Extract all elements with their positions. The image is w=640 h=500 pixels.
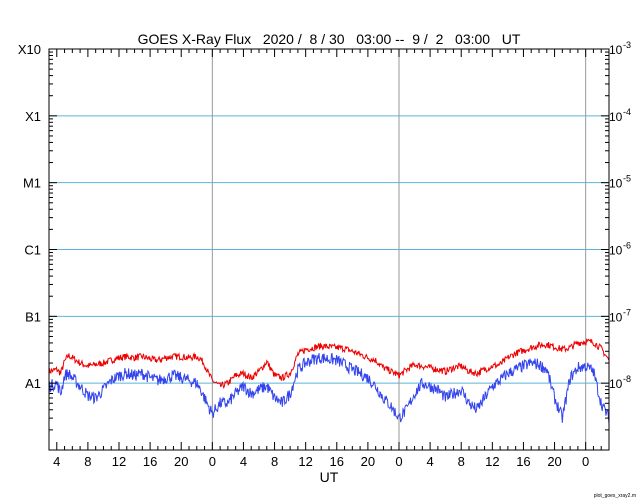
y-tick-label-right-exponent: -5 xyxy=(623,174,631,184)
x-tick-label: 0 xyxy=(395,454,402,469)
x-tick-label: 4 xyxy=(426,454,433,469)
y-tick-label-left: X1 xyxy=(25,109,41,124)
y-tick-label-right: 10 xyxy=(609,110,623,124)
footer-credit: plot_goes_xray2.m xyxy=(594,493,636,499)
x-tick-label: 0 xyxy=(582,454,589,469)
y-tick-label-right: 10 xyxy=(609,43,623,57)
y-tick-label-right: 10 xyxy=(609,310,623,324)
y-tick-label-left: A1 xyxy=(25,376,41,391)
tick-layer xyxy=(48,49,610,451)
y-tick-label-right-exponent: -8 xyxy=(623,374,631,384)
y-tick-label-right-exponent: -3 xyxy=(623,40,631,50)
x-tick-label: 8 xyxy=(458,454,465,469)
y-tick-label-left: X10 xyxy=(18,42,41,57)
x-tick-label: 16 xyxy=(143,454,157,469)
x-tick-label: 12 xyxy=(485,454,499,469)
x-axis-label: UT xyxy=(320,469,339,485)
chart-title: GOES X-Ray Flux 2020 / 8 / 30 03:00 -- 9… xyxy=(138,31,521,47)
y-tick-label-right: 10 xyxy=(609,177,623,191)
x-tick-label: 0 xyxy=(209,454,216,469)
y-tick-label-right: 10 xyxy=(609,244,623,258)
x-tick-label: 8 xyxy=(84,454,91,469)
grid-layer xyxy=(49,49,609,450)
y-tick-label-right-exponent: -6 xyxy=(623,241,631,251)
x-tick-label: 16 xyxy=(330,454,344,469)
label-layer: 4 8 12 16 20 0 4 8 12 16 20 0 4 8 12 16 20 0 A1 B1 C1 M1 X1 X10… xyxy=(18,40,631,469)
y-tick-label-right: 10 xyxy=(609,377,623,391)
x-tick-label: 4 xyxy=(240,454,247,469)
x-tick-label: 4 xyxy=(53,454,60,469)
y-tick-label-left: M1 xyxy=(23,176,41,191)
x-tick-label: 12 xyxy=(298,454,312,469)
y-tick-label-left: C1 xyxy=(24,243,41,258)
y-tick-label-left: B1 xyxy=(25,309,41,324)
x-tick-label: 8 xyxy=(271,454,278,469)
y-tick-label-right-exponent: -4 xyxy=(623,107,631,117)
series-layer xyxy=(48,337,610,424)
x-tick-label: 12 xyxy=(112,454,126,469)
x-tick-label: 20 xyxy=(174,454,188,469)
series-line xyxy=(48,353,610,424)
y-tick-label-right-exponent: -7 xyxy=(623,307,631,317)
series-line xyxy=(48,337,610,390)
x-tick-label: 20 xyxy=(361,454,375,469)
x-tick-label: 16 xyxy=(516,454,530,469)
x-tick-label: 20 xyxy=(547,454,561,469)
